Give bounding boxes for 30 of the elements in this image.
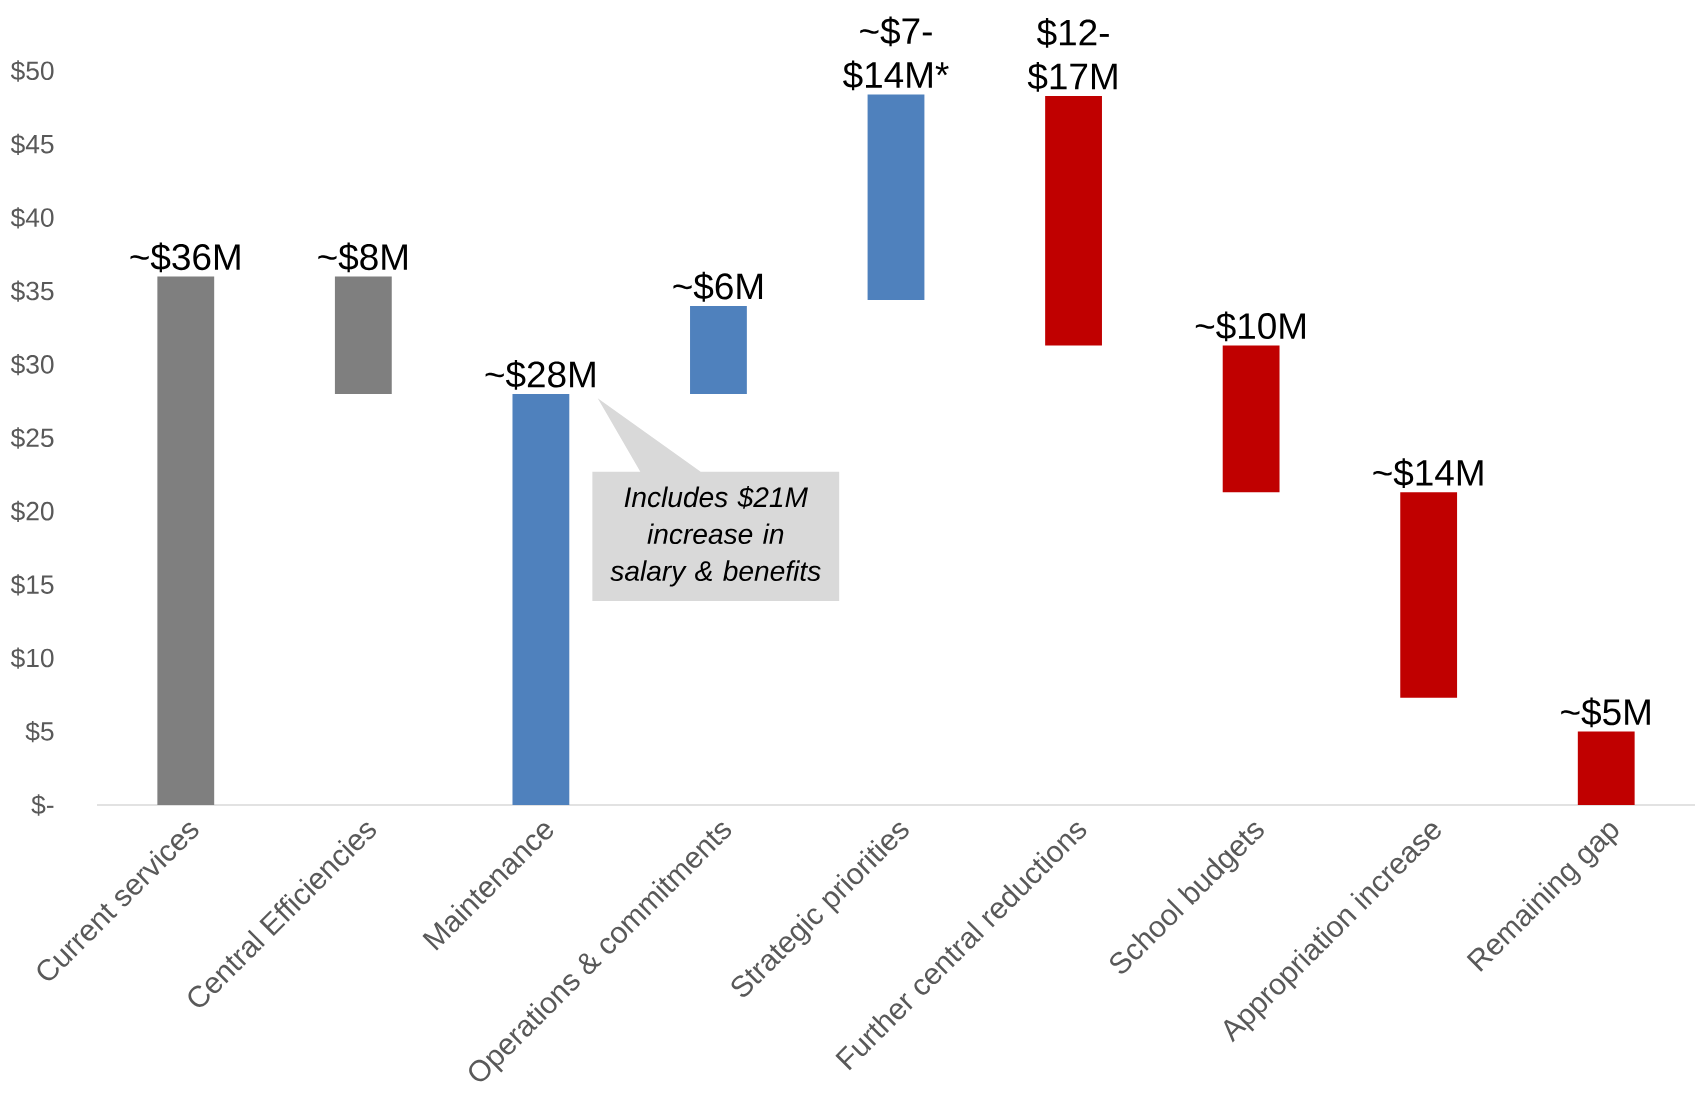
y-tick-label: $15 xyxy=(10,574,54,596)
bar xyxy=(1222,345,1280,493)
y-tick-label: $- xyxy=(31,794,54,816)
data-label: ~$6M xyxy=(673,271,763,302)
annotation: Includes $21M increase in salary & benefits xyxy=(610,486,821,587)
y-tick-label: $30 xyxy=(10,353,54,376)
bar xyxy=(1045,95,1102,346)
bar xyxy=(1400,492,1458,698)
data-label: ~$8M xyxy=(318,242,407,273)
bar xyxy=(157,276,215,805)
bar xyxy=(1577,731,1635,805)
data-label: ~$36M xyxy=(130,242,240,273)
bar xyxy=(512,393,570,805)
data-label: ~$10M xyxy=(1195,311,1305,342)
data-label: ~$28M xyxy=(485,359,595,390)
data-label: $12-$17M xyxy=(1027,17,1117,92)
bar xyxy=(334,276,392,394)
y-tick-label: $50 xyxy=(10,60,54,82)
y-tick-label: $35 xyxy=(10,280,54,302)
y-tick-label: $5 xyxy=(25,720,54,743)
y-tick-label: $40 xyxy=(10,207,54,229)
bar xyxy=(867,94,925,301)
y-tick-label: $45 xyxy=(10,133,54,156)
data-label: ~$5M xyxy=(1561,697,1650,728)
y-tick-label: $25 xyxy=(10,427,54,449)
data-label: ~$7-$14M* xyxy=(843,16,949,91)
y-tick-label: $20 xyxy=(10,500,54,523)
y-tick-label: $10 xyxy=(10,647,54,669)
bar xyxy=(690,305,747,394)
data-label: ~$14M xyxy=(1373,458,1483,489)
